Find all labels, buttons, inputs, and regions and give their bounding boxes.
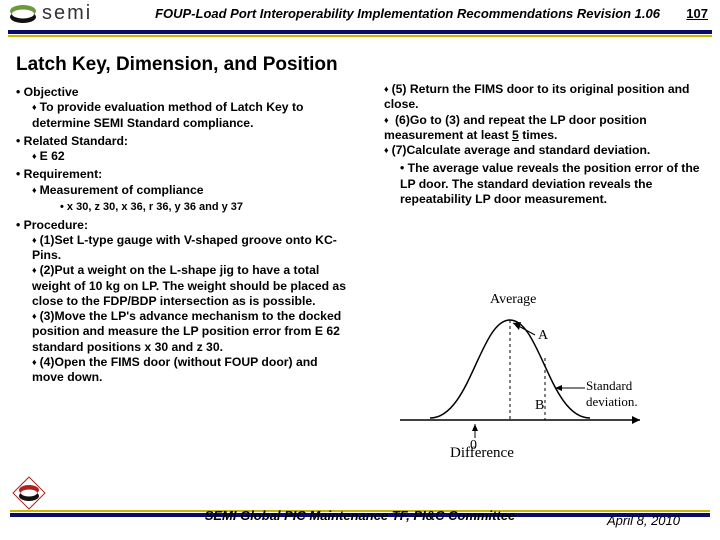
- procedure-6c: times.: [519, 128, 558, 142]
- page-title: Latch Key, Dimension, and Position: [0, 44, 720, 82]
- procedure-heading: Procedure:: [16, 218, 352, 233]
- logo-text: semi: [42, 2, 92, 25]
- distribution-diagram: Average A B Standard deviation. 0 Differ…: [380, 290, 660, 460]
- document-title: FOUP-Load Port Interoperability Implemen…: [155, 6, 660, 21]
- difference-label: Difference: [450, 445, 514, 462]
- left-column: Objective To provide evaluation method o…: [8, 82, 360, 385]
- footer-date: April 8, 2010: [607, 513, 680, 528]
- requirement-sub: x 30, z 30, x 36, r 36, y 36 and y 37: [60, 201, 352, 215]
- std-label: Standard deviation.: [586, 378, 660, 410]
- semi-logo-icon: [8, 3, 38, 25]
- b-label: B: [535, 398, 544, 414]
- procedure-3: (3)Move the LP's advance mechanism to th…: [32, 309, 352, 355]
- objective-heading: Objective: [16, 85, 352, 100]
- footer-committee: SEMI Global PIC Maintenance TF, PI&C Com…: [16, 506, 704, 523]
- footer: SEMI Global PIC Maintenance TF, PI&C Com…: [0, 506, 720, 532]
- requirement-text: Measurement of compliance: [32, 183, 352, 198]
- procedure-4: (4)Open the FIMS door (without FOUP door…: [32, 355, 352, 386]
- procedure-1: (1)Set L-type gauge with V-shaped groove…: [32, 233, 352, 264]
- requirement-heading: Requirement:: [16, 167, 352, 182]
- procedure-7: (7)Calculate average and standard deviat…: [384, 143, 704, 158]
- average-label: Average: [490, 292, 536, 308]
- related-standard-text: E 62: [32, 149, 352, 164]
- a-label: A: [538, 328, 548, 344]
- header-rule: [8, 30, 712, 38]
- footer-logo-icon: [12, 476, 46, 510]
- procedure-5: (5) Return the FIMS door to its original…: [384, 82, 704, 113]
- objective-text: To provide evaluation method of Latch Ke…: [32, 100, 352, 131]
- procedure-2: (2)Put a weight on the L-shape jig to ha…: [32, 263, 352, 309]
- page-number: 107: [686, 6, 708, 21]
- procedure-6-times: 5: [512, 128, 519, 142]
- distribution-svg: [380, 290, 660, 460]
- logo: semi: [8, 2, 92, 25]
- procedure-7-sub: The average value reveals the position e…: [400, 161, 704, 207]
- header: semi FOUP-Load Port Interoperability Imp…: [0, 0, 720, 44]
- related-standard-heading: Related Standard:: [16, 134, 352, 149]
- procedure-6: (6)Go to (3) and repeat the LP door posi…: [384, 113, 704, 144]
